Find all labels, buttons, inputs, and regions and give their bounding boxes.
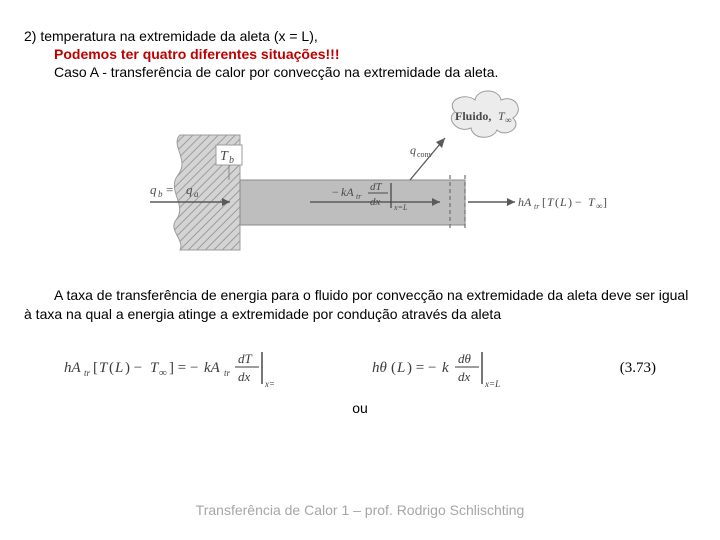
svg-text:(: ( [555,195,559,209]
conv-tip-arrow-head [507,198,515,206]
svg-text:kA: kA [341,185,354,199]
qa-sub: a [194,189,199,199]
svg-text:dθ: dθ [458,351,472,366]
body-paragraph-text: A taxa de transferência de energia para … [24,287,688,322]
svg-text:) −: ) − [568,195,582,209]
fin-diagram-svg: T b q b = q a − kA tr dT dx [110,90,610,270]
svg-text:tr: tr [534,202,540,211]
heading-line-2: Podemos ter quatro diferentes situações!… [54,46,696,62]
svg-text:∞: ∞ [159,367,167,379]
svg-text:x=L: x=L [264,379,274,389]
heading-line-1: 2) temperatura na extremidade da aleta (… [24,28,696,44]
equation-number: (3.73) [620,360,656,377]
equation-row: hA tr [ T ( L ) − T ∞ ] = − kA tr dT dx [24,346,696,392]
qb-sub: b [158,189,163,199]
svg-text:dT: dT [238,351,253,366]
equation-left: hA tr [ T ( L ) − T ∞ ] = − kA tr dT dx [64,346,274,392]
svg-text:T: T [588,195,596,209]
svg-text:hA: hA [64,360,82,376]
svg-text:tr: tr [356,192,362,201]
svg-text:tr: tr [84,368,91,378]
slide-page: 2) temperatura na extremidade da aleta (… [0,0,720,540]
svg-text:x=L: x=L [393,203,408,212]
svg-text:tr: tr [224,368,231,378]
svg-text:(: ( [391,360,396,376]
svg-text:(: ( [109,360,114,376]
heading-line-3: Caso A - transferência de calor por conv… [54,64,696,80]
svg-text:∞: ∞ [596,201,602,211]
qa-label: q [186,182,193,197]
svg-text:) −: ) − [125,360,142,376]
body-paragraph: A taxa de transferência de energia para … [24,286,696,324]
svg-text:dT: dT [370,181,383,193]
fluid-cloud-inf: ∞ [505,115,511,125]
svg-text:T: T [547,195,555,209]
svg-text:dx: dx [238,369,251,384]
svg-text:L: L [396,360,405,376]
svg-text:] = −: ] = − [169,360,198,376]
svg-text:[: [ [542,195,546,209]
svg-text:hθ: hθ [372,360,388,376]
svg-text:x=L: x=L [484,379,500,389]
fluid-cloud-label: Fluido, [455,109,491,123]
equation-connector: ou [24,400,696,416]
svg-text:kA: kA [204,360,221,376]
Tb-label: T [220,149,229,164]
svg-text:L: L [559,195,567,209]
Tb-sub: b [229,155,234,166]
svg-text:L: L [114,360,123,376]
slide-footer: Transferência de Calor 1 – prof. Rodrigo… [0,502,720,518]
svg-text:) = −: ) = − [407,360,436,376]
qb-label: q [150,182,157,197]
svg-text:dx: dx [458,369,471,384]
conv-tip-label: hA tr [ T ( L ) − T ∞ ] [518,195,607,211]
svg-text:hA: hA [518,195,532,209]
equation-right: hθ ( L ) = − k dθ dx x=L [372,346,522,392]
svg-text:dx: dx [370,196,381,208]
fin-diagram: T b q b = q a − kA tr dT dx [24,90,696,270]
svg-text:T: T [99,360,109,376]
svg-text:−: − [332,185,339,199]
svg-text:[: [ [93,360,98,376]
svg-text:k: k [442,360,449,376]
qconv-sub: conv [417,150,433,159]
qb-eq: = [166,182,173,197]
svg-text:]: ] [603,195,607,209]
qconv-label: q [410,143,416,157]
